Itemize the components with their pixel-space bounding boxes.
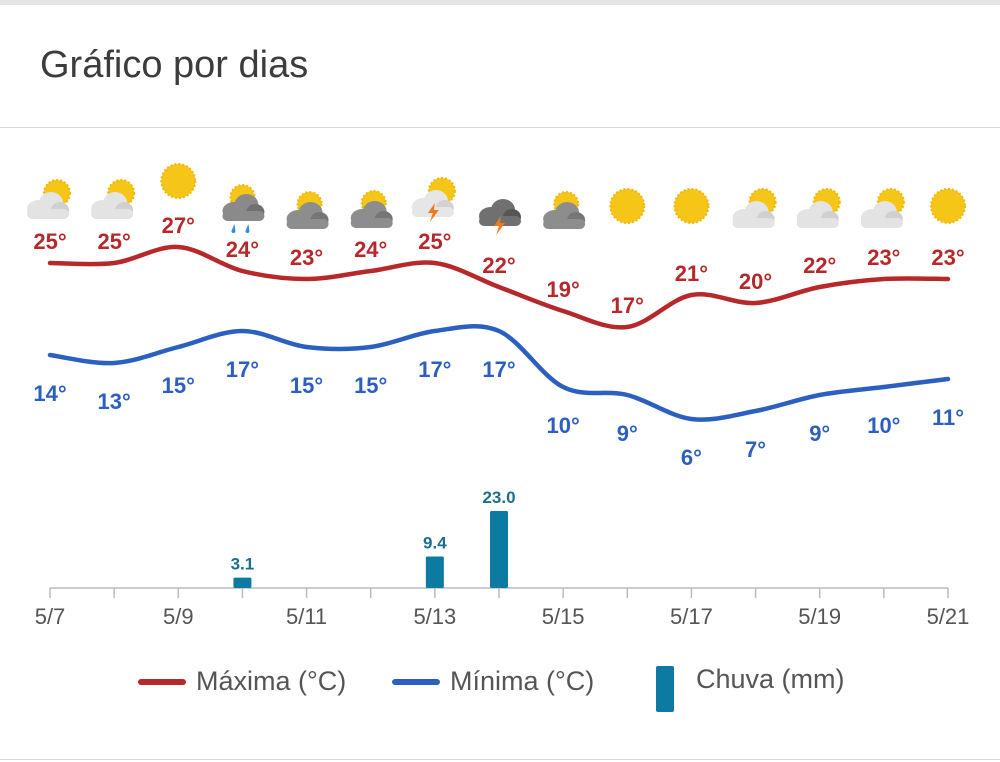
legend-rain: Chuva (mm) — [656, 656, 845, 712]
max-temp-label: 21° — [675, 261, 708, 286]
x-tick-label: 5/7 — [35, 604, 66, 629]
sun-shape — [609, 188, 646, 224]
max-temp-label: 24° — [354, 237, 387, 262]
max-temp-label: 19° — [547, 277, 580, 302]
x-tick-label: 5/15 — [542, 604, 585, 629]
max-temp-label: 25° — [33, 229, 66, 254]
overcast-sun-icon — [350, 190, 393, 228]
sunny-icon — [160, 163, 197, 199]
raindrop — [231, 224, 236, 233]
max-temp-label: 27° — [162, 213, 195, 238]
min-temp-label: 17° — [482, 357, 515, 382]
min-temp-label: 9° — [617, 421, 638, 446]
legend-max-label: Máxima (°C) — [196, 666, 347, 696]
min-temp-label: 10° — [547, 413, 580, 438]
overcast-sun-icon — [543, 191, 586, 229]
min-temp-label: 17° — [418, 357, 451, 382]
min-temp-label: 10° — [867, 413, 900, 438]
rain-label: 3.1 — [231, 555, 255, 574]
cloud-part — [860, 218, 903, 228]
sun-shape — [160, 163, 197, 199]
bottom-divider — [0, 759, 1000, 760]
raindrop — [245, 224, 250, 233]
daily-chart: 5/7 5/9 5/11 5/13 5/15 5/17 5/19 5/21 3.1 9.4 23.0… — [27, 163, 970, 629]
max-temp-label: 22° — [482, 253, 515, 278]
rain-bar — [425, 556, 444, 588]
cloud-part — [796, 218, 839, 228]
lightning-bolt — [494, 216, 505, 235]
min-temp-label: 14° — [33, 381, 66, 406]
min-temp-label: 15° — [162, 373, 195, 398]
rain-label: 23.0 — [482, 488, 515, 507]
rain-bar — [490, 510, 508, 588]
cloud-part — [91, 209, 134, 219]
min-temp-label: 15° — [354, 373, 387, 398]
max-temp-label: 20° — [739, 269, 772, 294]
min-temp-label: 7° — [745, 437, 766, 462]
lightning-bolt — [427, 203, 439, 222]
max-temp-label: 25° — [98, 229, 131, 254]
max-temp-label: 22° — [803, 253, 836, 278]
sun-shape — [930, 188, 966, 224]
x-tick-label: 5/17 — [670, 604, 713, 629]
min-temp-line — [47, 324, 951, 422]
x-tick-label: 5/21 — [927, 604, 970, 629]
rain-bar — [233, 577, 252, 588]
thunder-sun-icon — [411, 177, 456, 222]
min-temp-label: 6° — [681, 445, 702, 470]
overcast-sun-icon — [286, 191, 329, 229]
legend-rain-swatch — [656, 666, 674, 712]
x-tick-label: 5/9 — [163, 604, 194, 629]
cloud-part — [286, 219, 329, 229]
x-tick-label: 5/13 — [413, 604, 456, 629]
min-temp-label: 11° — [932, 405, 964, 430]
x-tick-label: 5/11 — [286, 604, 327, 629]
min-temp-label: 17° — [226, 357, 259, 382]
partly-cloudy-icon — [732, 188, 777, 228]
thunderstorm-icon — [479, 199, 521, 235]
sunny-icon — [930, 188, 966, 224]
min-temp-label: 15° — [290, 373, 323, 398]
min-temp-label: 13° — [98, 389, 131, 414]
x-tick-label: 5/19 — [798, 604, 841, 629]
page-title: Gráfico por dias — [40, 44, 309, 86]
legend-min: Mínima (°C) — [392, 666, 594, 697]
max-temp-label: 25° — [418, 229, 451, 254]
sun-shape — [673, 188, 710, 224]
top-bar — [0, 0, 1000, 5]
cloud-part — [27, 209, 69, 219]
partly-cloudy-icon — [27, 179, 71, 219]
max-temp-label: 24° — [226, 237, 259, 262]
rain-label: 9.4 — [423, 534, 447, 553]
partly-cloudy-icon — [860, 188, 905, 228]
header-divider — [0, 127, 1000, 128]
max-temp-label: 17° — [611, 293, 644, 318]
legend-rain-label: Chuva (mm) — [696, 663, 845, 694]
legend: Máxima (°C) Mínima (°C) Chuva (mm) — [0, 660, 1000, 712]
max-temp-line — [47, 244, 951, 330]
sunny-icon — [673, 188, 710, 224]
min-temp-label: 9° — [809, 421, 830, 446]
max-temp-label: 23° — [867, 245, 900, 270]
partly-cloudy-icon — [796, 188, 841, 228]
legend-max: Máxima (°C) — [138, 666, 346, 697]
cloud-part — [222, 211, 265, 221]
cloud-part — [732, 218, 775, 228]
max-temp-label: 23° — [290, 245, 323, 270]
max-temp-label: 23° — [931, 245, 964, 270]
cloud-part — [350, 218, 393, 228]
legend-min-swatch — [392, 678, 440, 685]
legend-max-swatch — [138, 678, 186, 685]
rain-cloud-sun-icon — [222, 184, 265, 233]
legend-min-label: Mínima (°C) — [450, 666, 595, 696]
cloud-part — [543, 219, 586, 229]
partly-cloudy-icon — [91, 179, 136, 219]
sunny-icon — [609, 188, 646, 224]
